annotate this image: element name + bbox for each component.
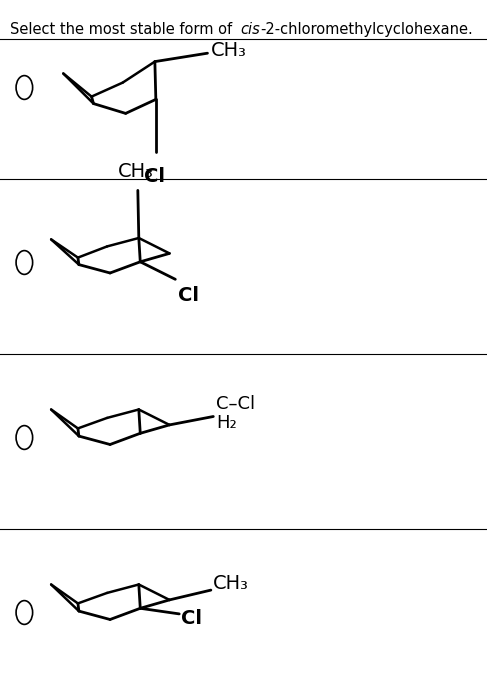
Text: H₂: H₂ [217,414,238,432]
Text: CH₃: CH₃ [117,162,153,181]
Text: Cl: Cl [181,608,202,628]
Text: Cl: Cl [178,286,199,305]
Text: CH₃: CH₃ [213,573,249,593]
Text: Cl: Cl [144,167,165,186]
Text: Select the most stable form of: Select the most stable form of [10,22,237,37]
Text: -2-chloromethylcyclohexane.: -2-chloromethylcyclohexane. [261,22,473,37]
Text: cis: cis [241,22,261,37]
Text: CH₃: CH₃ [211,41,247,60]
Text: C–Cl: C–Cl [216,395,255,413]
